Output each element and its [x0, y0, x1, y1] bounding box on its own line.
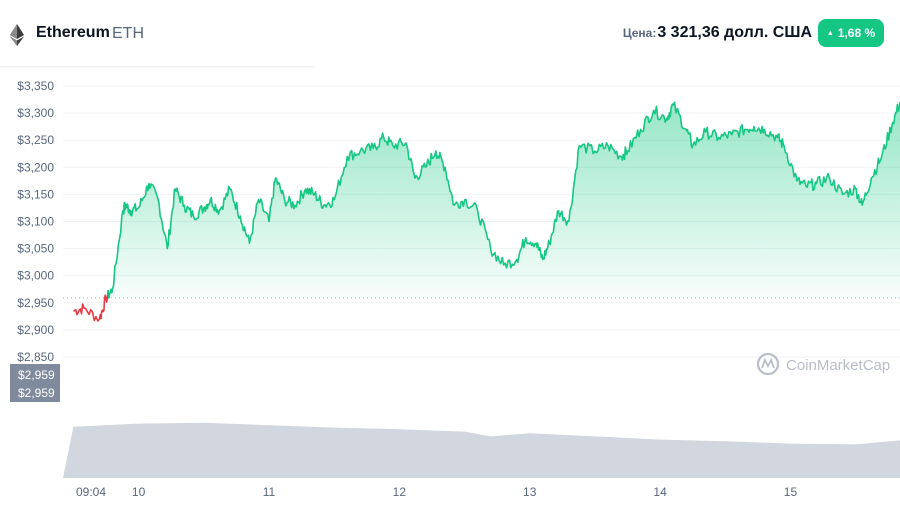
y-tick-label: $3,100	[17, 215, 54, 229]
coinmarketcap-logo	[756, 352, 780, 376]
y-tick-label: $2,850	[17, 350, 54, 364]
x-tick-label: 13	[523, 485, 537, 499]
watermark-text: CoinMarketCap	[786, 357, 890, 374]
x-tick-label: 15	[784, 485, 798, 499]
y-tick-label: $3,150	[17, 187, 54, 201]
y-tick-label: $3,000	[17, 269, 54, 283]
price-line-below-reference	[73, 289, 109, 322]
y-tick-label: $3,050	[17, 242, 54, 256]
price-block: Цена: 3 321,36 долл. США	[623, 24, 812, 42]
x-tick-label: 14	[653, 485, 667, 499]
x-tick-label: 10	[132, 485, 146, 499]
x-axis-ticks: 09:0410111213141516	[76, 485, 798, 499]
y-tick-label: $2,950	[17, 296, 54, 310]
reference-price-tag: $2,959 $2,959	[10, 364, 60, 402]
reference-tag-label: $2,959	[18, 386, 55, 400]
y-axis-ticks: $3,350 $3,300 $3,250 $3,200 $3,150 $3,100 $3,0…	[17, 79, 54, 364]
x-tick-label: 09:04	[76, 485, 106, 499]
coin-name: Ethereum	[36, 24, 110, 41]
x-tick-label: 12	[393, 485, 407, 499]
reference-tag-label: $2,959	[18, 368, 55, 382]
y-tick-label: $3,250	[17, 133, 54, 147]
y-tick-label: $3,200	[17, 160, 54, 174]
price-label: Цена:	[622, 26, 657, 40]
header-divider	[0, 66, 315, 68]
y-tick-label: $3,350	[17, 79, 54, 93]
price-value: 3 321,36 долл. США	[657, 24, 812, 41]
price-change-badge: ▲ 1,68 %	[818, 19, 884, 47]
price-chart[interactable]: $3,350 $3,300 $3,250 $3,200 $3,150 $3,100 $3,0…	[0, 68, 900, 506]
watermark: CoinMarketCap	[756, 352, 890, 376]
ethereum-icon	[10, 24, 24, 46]
reference-tag-background	[10, 364, 60, 402]
volume-area	[63, 422, 900, 478]
price-area-fill	[108, 102, 900, 299]
triangle-up-icon: ▲	[826, 29, 834, 37]
price-line-above-reference	[107, 101, 900, 299]
coin-header: Ethereum ETH Цена: 3 321,36 долл. США ▲ …	[0, 0, 900, 66]
y-tick-label: $2,900	[17, 323, 54, 337]
price-change-value: 1,68 %	[837, 26, 876, 40]
coin-symbol: ETH	[112, 25, 144, 42]
y-tick-label: $3,300	[17, 106, 54, 120]
x-tick-label: 11	[263, 485, 276, 499]
